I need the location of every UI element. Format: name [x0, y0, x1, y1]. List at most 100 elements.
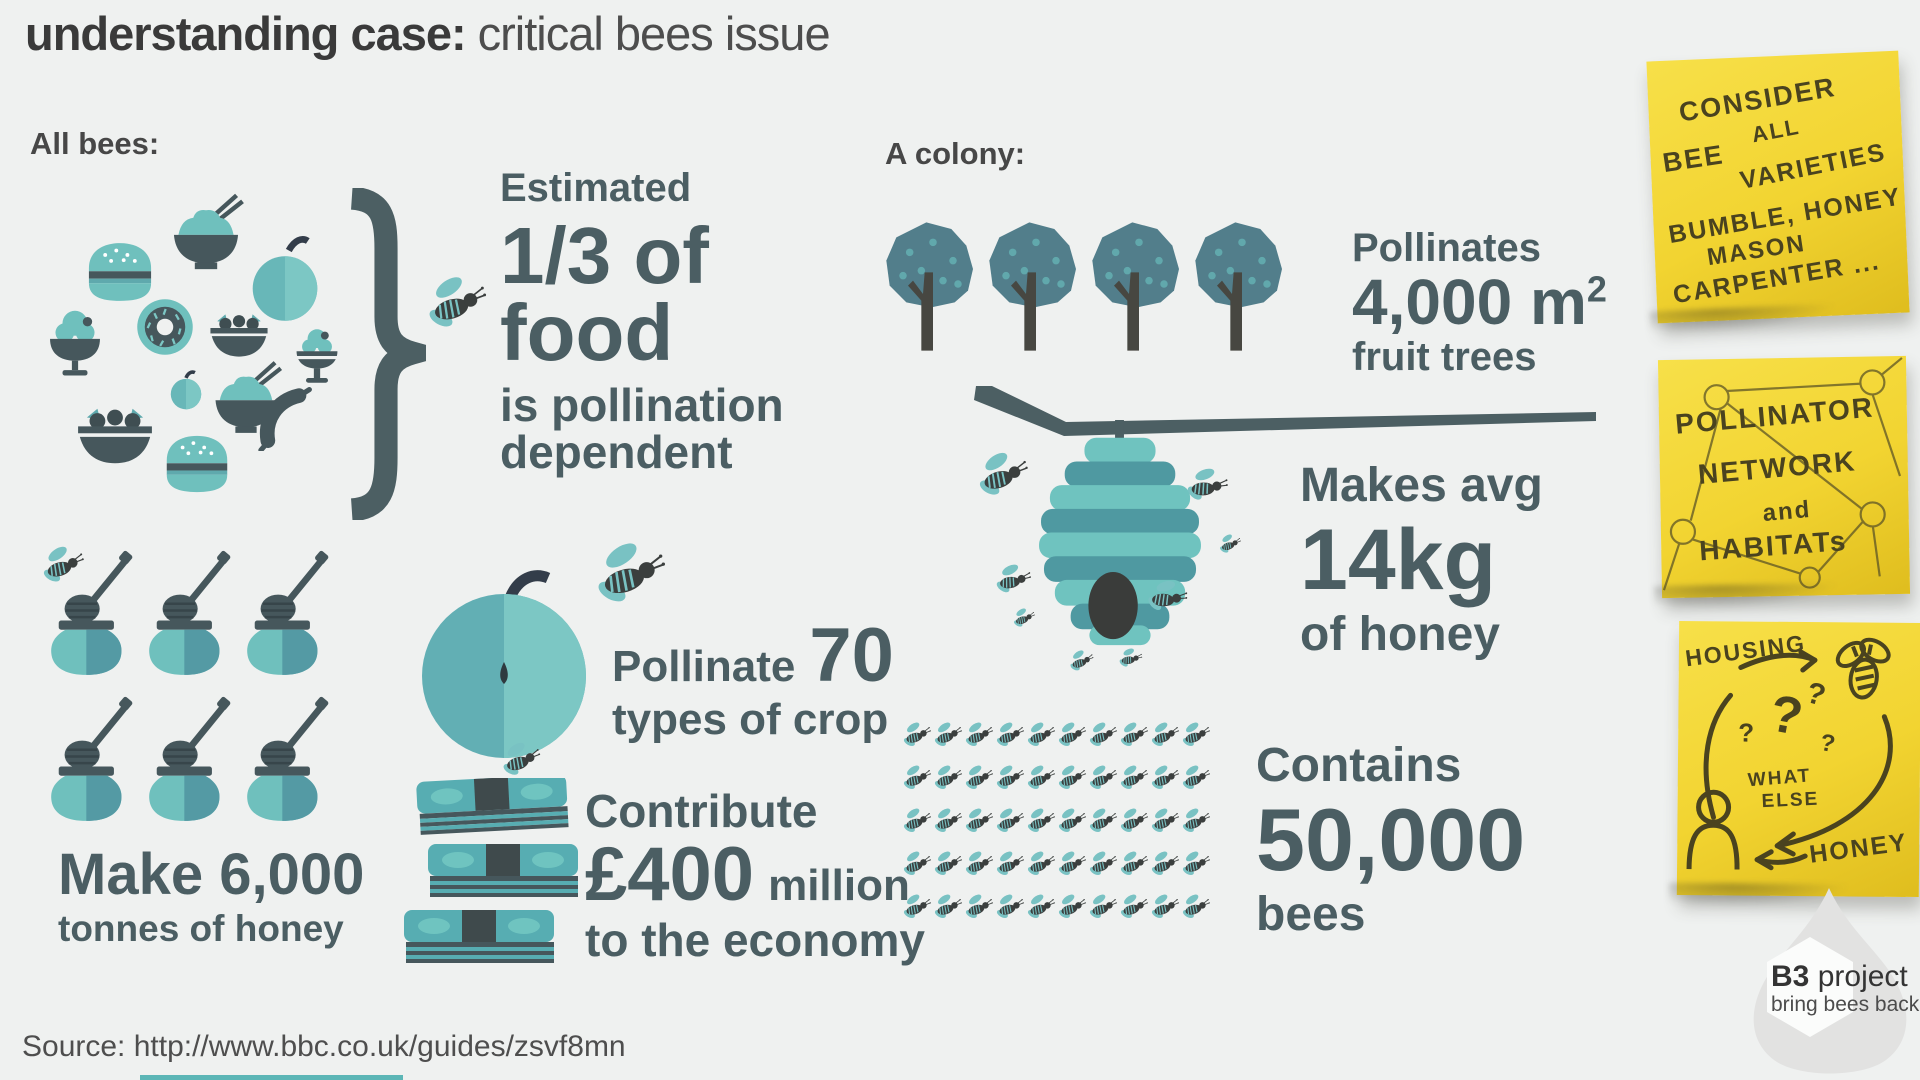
branch	[974, 386, 1596, 436]
pollination-stat: Estimated 1/3 of food is pollination dep…	[500, 168, 784, 476]
bee-icon	[1026, 894, 1056, 921]
bees-stat: Contains 50,000 bees	[1256, 739, 1526, 940]
burger-icon	[88, 243, 152, 301]
note-line: ELSE	[1761, 788, 1820, 813]
pot-icon	[238, 545, 330, 681]
stat-big: 50,000	[1256, 789, 1526, 889]
bee-icon	[1026, 808, 1056, 835]
burger-icon	[166, 435, 228, 493]
b3-project-wordmark: B3 project bring bees back	[1771, 960, 1919, 1016]
question-mark: ?	[1738, 717, 1757, 748]
bee-icon	[1150, 722, 1180, 749]
tree-icon	[886, 222, 973, 351]
donut-icon	[137, 299, 193, 355]
pot-icon	[140, 545, 232, 681]
curly-brace	[350, 188, 426, 520]
stat-intro: Estimated	[500, 166, 692, 210]
bee-icon	[1057, 808, 1087, 835]
stat-big: 1/3 of	[500, 210, 709, 300]
stat-unit: million	[768, 860, 910, 910]
bee-icon	[995, 808, 1025, 835]
bee-icon	[1119, 851, 1149, 878]
all-bees-heading: All bees:	[30, 126, 160, 161]
bee-icon	[1119, 722, 1149, 749]
bee-grid	[901, 722, 1219, 921]
rice-bowl-icon	[173, 193, 244, 270]
bee-icon	[1026, 765, 1056, 792]
bee-icon	[933, 894, 963, 921]
bee-icon	[1026, 722, 1056, 749]
stat-sub: types of crop	[612, 695, 889, 744]
bee-icon	[933, 765, 963, 792]
pot-icon	[42, 691, 134, 827]
bee-icon	[902, 808, 932, 835]
bee-icon	[1057, 722, 1087, 749]
bee-icon	[1057, 851, 1087, 878]
apple-icon	[252, 236, 318, 321]
bee-icon	[964, 722, 994, 749]
bee-icon	[425, 276, 488, 332]
bee-icon	[1150, 765, 1180, 792]
stat-big: 14kg	[1300, 511, 1497, 608]
bee-icon	[1150, 894, 1180, 921]
bee-icon	[1119, 765, 1149, 792]
trees-stat: Pollinates 4,000 m2 fruit trees	[1352, 228, 1607, 377]
bee-icon	[933, 722, 963, 749]
bee-icon	[1088, 722, 1118, 749]
bee-icon	[902, 765, 932, 792]
logo-tagline: bring bees back	[1771, 993, 1920, 1016]
money-stack-icon	[404, 778, 578, 963]
bee-icon	[1088, 851, 1118, 878]
bee-icon	[1181, 851, 1211, 878]
stat-intro: Pollinates	[1352, 226, 1541, 270]
bee-icon	[964, 765, 994, 792]
stat-big: 70	[809, 613, 894, 698]
bee-icon	[1088, 808, 1118, 835]
stat-big: £400	[585, 831, 755, 917]
bee-icon	[1068, 650, 1094, 673]
stat-intro: Contains	[1256, 739, 1462, 792]
berry-bowl-icon	[78, 408, 152, 464]
source-url: Source: http://www.bbc.co.uk/guides/zsvf…	[22, 1030, 626, 1063]
bee-icon	[995, 722, 1025, 749]
b3-project-logo	[1753, 888, 1907, 1074]
bee-icon	[1218, 534, 1242, 555]
bee-icon	[1026, 851, 1056, 878]
sausage-icon	[258, 387, 312, 451]
bee-icon	[964, 808, 994, 835]
stat-sub: dependent	[500, 425, 733, 478]
bee-icon	[1181, 894, 1211, 921]
bee-icon	[995, 894, 1025, 921]
bee-icon	[976, 452, 1029, 499]
rice-bowl-icon	[215, 361, 283, 433]
honey-pots-grid	[42, 545, 342, 827]
bee-icon	[933, 808, 963, 835]
bee-icon	[1117, 645, 1145, 671]
stat-sub: to the economy	[585, 913, 925, 966]
pot-icon	[140, 691, 232, 827]
person-doodle	[1686, 789, 1740, 870]
logo-name-rest: project	[1817, 960, 1908, 993]
sticky-note-network: POLLINATOR NETWORK and HABITATs	[1657, 355, 1911, 599]
page-title: understanding case: critical bees issue	[25, 6, 831, 61]
stat-lead: Pollinate	[612, 642, 796, 691]
stat-intro: Makes avg	[1300, 459, 1543, 512]
stat-sub: is pollination	[500, 378, 784, 431]
berry-bowl-icon	[210, 314, 268, 357]
bee-icon	[995, 765, 1025, 792]
bee-icon	[1057, 894, 1087, 921]
network-doodle	[1662, 357, 1903, 591]
bee-icon	[995, 851, 1025, 878]
sticky-note-varieties: CONSIDER ALL BEE VARIETIES BUMBLE, HONEY…	[1646, 50, 1910, 324]
note-line: BEE	[1660, 139, 1727, 179]
stat-sup: 2	[1586, 268, 1607, 310]
economy-stat: Contribute £400 million to the economy	[585, 788, 925, 964]
bee-icon	[933, 851, 963, 878]
stat-sub: tonnes of honey	[58, 908, 344, 950]
sticky-note-cycle: HOUSING ? ? ? ? WHAT ELSE HONEY	[1676, 620, 1920, 898]
honey-stat: Make 6,000 tonnes of honey	[58, 845, 364, 948]
stat-big: 4,000 m	[1352, 265, 1587, 338]
bee-doodle	[1835, 637, 1891, 700]
bee-icon	[1119, 894, 1149, 921]
